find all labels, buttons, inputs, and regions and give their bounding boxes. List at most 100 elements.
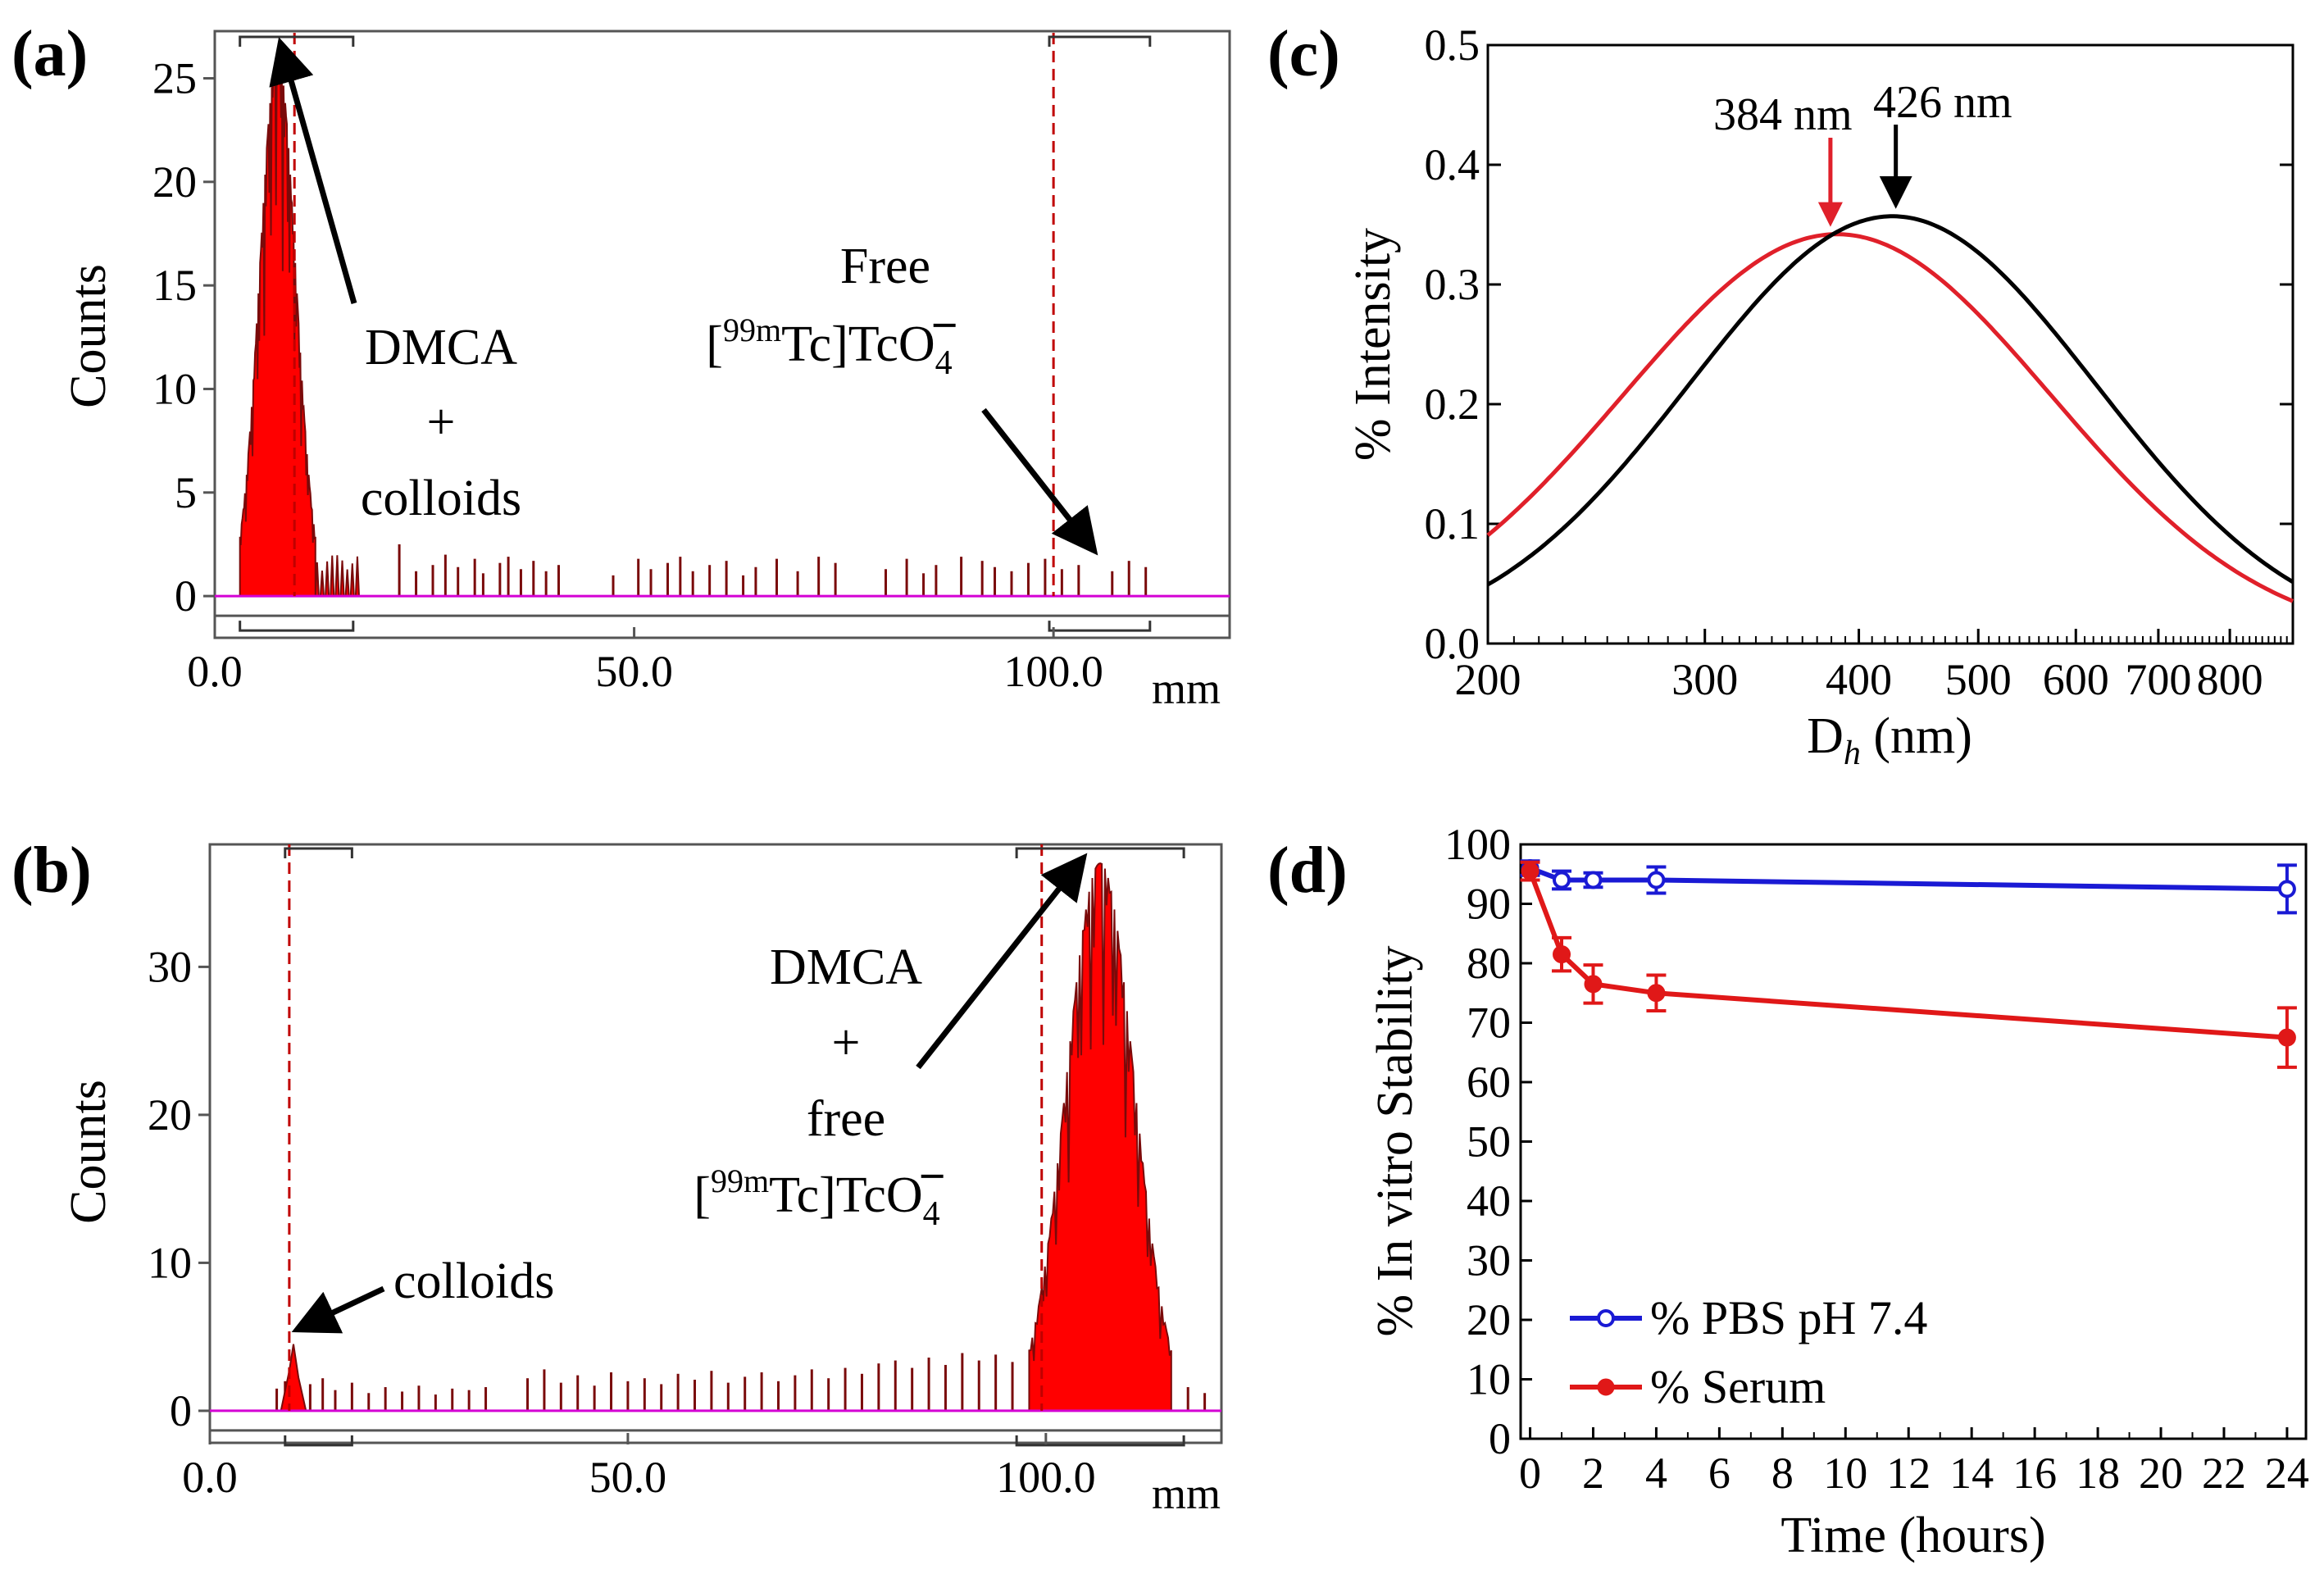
panel-a-annotation-dmca-colloids: DMCA + colloids: [269, 37, 521, 526]
c-ytick-label: 0.5: [1425, 20, 1480, 70]
b-ytick-label: 30: [148, 942, 192, 991]
panel-a-y-ticks: 0 5 10 15 20 25: [152, 54, 215, 621]
annot-b1-line1: DMCA: [770, 939, 922, 995]
panel-d-x-label: Time (hours): [1781, 1508, 2045, 1563]
legend-pbs-label: % PBS pH 7.4: [1650, 1291, 1927, 1344]
d-point-0: [1647, 871, 1666, 889]
annot-a2-line2: [99mTc]TcO4−: [706, 298, 957, 382]
c-xtick-label: 300: [1671, 655, 1738, 704]
d-xtick-label: 18: [2076, 1449, 2120, 1498]
d-ytick-label: 10: [1467, 1355, 1511, 1404]
d-ytick-label: 40: [1467, 1176, 1511, 1226]
a-ytick-label: 10: [152, 364, 197, 413]
d-ytick-label: 0: [1489, 1414, 1511, 1463]
d-xtick-label: 6: [1708, 1449, 1730, 1498]
panel-b-noise-spikes: [275, 1353, 1207, 1411]
d-xtick-label: 10: [1823, 1449, 1867, 1498]
c-xtick-label: 500: [1945, 655, 2012, 704]
panel-a-annotation-free-pertechnetate: Free [99mTc]TcO4−: [706, 239, 1098, 556]
d-ytick-label: 20: [1467, 1295, 1511, 1344]
d-xtick-label: 24: [2265, 1449, 2309, 1498]
dls-curve-black: [1486, 214, 2294, 587]
panel-c-x-ticks: 200 300 400 500 600 700 800: [1455, 629, 2288, 704]
a-ytick-label: 5: [175, 468, 197, 517]
d-point-0: [1584, 871, 1603, 889]
panel-a-x-unit: mm: [1152, 664, 1221, 713]
panel-d-frame: [1519, 843, 2308, 1440]
annot-a2-arrow: [981, 407, 1098, 556]
annot-b2-arrow: [291, 1285, 385, 1334]
panel-label-c: (c): [1267, 18, 1340, 90]
annot-b1-arrow: [916, 853, 1088, 1070]
panel-b-y-ticks: 0 10 20 30: [148, 942, 210, 1435]
a-xtick-label: 50.0: [595, 647, 673, 696]
c-ytick-label: 0.3: [1425, 260, 1480, 309]
panel-a-main-peak: [239, 57, 361, 598]
panel-c-y-label: % Intensity: [1345, 228, 1401, 461]
panel-b-annotation-dmca-free: DMCA + free [99mTc]TcO4−: [694, 853, 1088, 1233]
b-region-bottom-bracket: [1015, 1435, 1185, 1447]
d-ytick-label: 70: [1467, 999, 1511, 1048]
c-ytick-label: 0.2: [1425, 380, 1480, 429]
panel-b-colloid-peak: [280, 1344, 307, 1412]
b-region-top-bracket: [1015, 847, 1185, 858]
c-ytick-label: 0.0: [1425, 619, 1480, 668]
annot-a1-line2: +: [427, 394, 456, 450]
panel-b-y-label: Counts: [61, 1080, 116, 1224]
legend-pbs-marker: [1597, 1309, 1615, 1327]
d-series-line-0: [1529, 866, 2287, 892]
panel-b-frame: [208, 843, 1223, 1444]
a-region-top-bracket: [239, 35, 355, 47]
panel-a-frame: [213, 30, 1231, 639]
a-region-bottom-bracket: [1048, 621, 1152, 632]
panel-b-region-brackets: [284, 847, 1185, 1447]
d-point-1: [1521, 862, 1539, 880]
b-ytick-label: 0: [170, 1386, 192, 1435]
annot-a2-line1: Free: [840, 239, 930, 294]
d-xtick-label: 4: [1645, 1449, 1667, 1498]
panel-c-dls: (c) 0.0 0.1 0.2 0.3 0.4 0.5 200 300 400 500 600 70…: [1267, 18, 2294, 772]
a-region-bottom-bracket: [239, 621, 355, 632]
b-xtick-label: 0.0: [182, 1453, 238, 1502]
annot-a1-line1: DMCA: [365, 320, 517, 375]
d-xtick-label: 8: [1771, 1449, 1794, 1498]
panel-d-y-ticks: 0 10 20 30 40 50 60 70 80 90 100: [1444, 820, 1532, 1463]
d-ytick-label: 50: [1467, 1117, 1511, 1167]
c-ytick-label: 0.1: [1425, 499, 1480, 548]
panel-a-y-label: Counts: [61, 264, 116, 408]
annot-b1-line3: free: [807, 1091, 885, 1147]
a-ytick-label: 0: [175, 571, 197, 621]
peak-label-426: 426 nm: [1873, 77, 2012, 128]
legend-serum-marker: [1597, 1378, 1615, 1396]
b-region-top-bracket: [284, 847, 353, 858]
a-xtick-label: 100.0: [1003, 647, 1103, 696]
c-xtick-label: 800: [2197, 655, 2263, 704]
panel-label-b: (b): [11, 835, 92, 907]
panel-c-y-ticks: 0.0 0.1 0.2 0.3 0.4 0.5: [1425, 20, 2293, 668]
d-xtick-label: 22: [2202, 1449, 2246, 1498]
b-region-bottom-bracket: [284, 1435, 353, 1447]
c-xtick-label: 400: [1826, 655, 1892, 704]
panel-d-series: [1520, 859, 2297, 1069]
d-point-1: [2277, 1028, 2296, 1047]
c-xtick-label: 200: [1455, 655, 1521, 704]
a-region-top-bracket: [1048, 35, 1152, 47]
panel-label-d: (d): [1267, 835, 1348, 907]
d-xtick-label: 16: [2012, 1449, 2057, 1498]
peak-label-384: 384 nm: [1713, 89, 1853, 140]
panel-b-x-ticks: 0.0 50.0 100.0: [182, 1433, 1096, 1502]
d-point-1: [1553, 945, 1571, 964]
annot-b1-line4: [99mTc]TcO4−: [694, 1149, 945, 1233]
panel-label-a: (a): [11, 18, 88, 90]
a-ytick-label: 25: [152, 54, 197, 103]
c-ytick-label: 0.4: [1425, 140, 1480, 189]
dls-curve-red: [1486, 232, 2294, 603]
panel-b-chromatogram: (b) 0 10 20 30 0.0 50.0 100.0 mm Counts DMCA …: [11, 835, 1223, 1518]
d-xtick-label: 12: [1886, 1449, 1931, 1498]
b-xtick-label: 50.0: [589, 1453, 667, 1502]
d-point-1: [1647, 984, 1666, 1003]
d-xtick-label: 20: [2139, 1449, 2183, 1498]
panel-c-x-label: Dh (nm): [1807, 708, 1972, 772]
d-point-0: [1553, 871, 1571, 889]
